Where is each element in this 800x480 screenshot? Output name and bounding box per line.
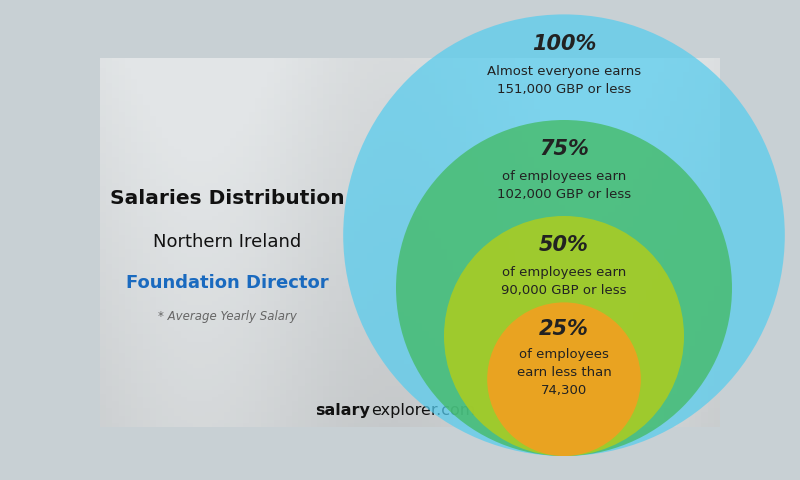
Text: salary: salary xyxy=(315,403,370,418)
Circle shape xyxy=(396,120,732,456)
Text: Almost everyone earns
151,000 GBP or less: Almost everyone earns 151,000 GBP or les… xyxy=(487,65,641,96)
Text: 25%: 25% xyxy=(539,319,589,339)
Text: Salaries Distribution: Salaries Distribution xyxy=(110,189,345,207)
Text: 50%: 50% xyxy=(539,235,589,255)
Text: of employees earn
102,000 GBP or less: of employees earn 102,000 GBP or less xyxy=(497,170,631,202)
Text: 100%: 100% xyxy=(532,34,596,54)
Text: * Average Yearly Salary: * Average Yearly Salary xyxy=(158,310,297,323)
Text: of employees
earn less than
74,300: of employees earn less than 74,300 xyxy=(517,348,611,397)
Text: of employees earn
90,000 GBP or less: of employees earn 90,000 GBP or less xyxy=(502,266,626,298)
Text: explorer.com: explorer.com xyxy=(371,403,475,418)
Text: 75%: 75% xyxy=(539,139,589,159)
Text: Foundation Director: Foundation Director xyxy=(126,274,329,292)
Text: Northern Ireland: Northern Ireland xyxy=(153,233,302,252)
Circle shape xyxy=(444,216,684,456)
Circle shape xyxy=(487,302,641,456)
Circle shape xyxy=(343,14,785,456)
